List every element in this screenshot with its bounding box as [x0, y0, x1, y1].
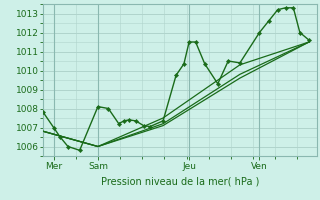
X-axis label: Pression niveau de la mer( hPa ): Pression niveau de la mer( hPa )	[101, 176, 259, 186]
